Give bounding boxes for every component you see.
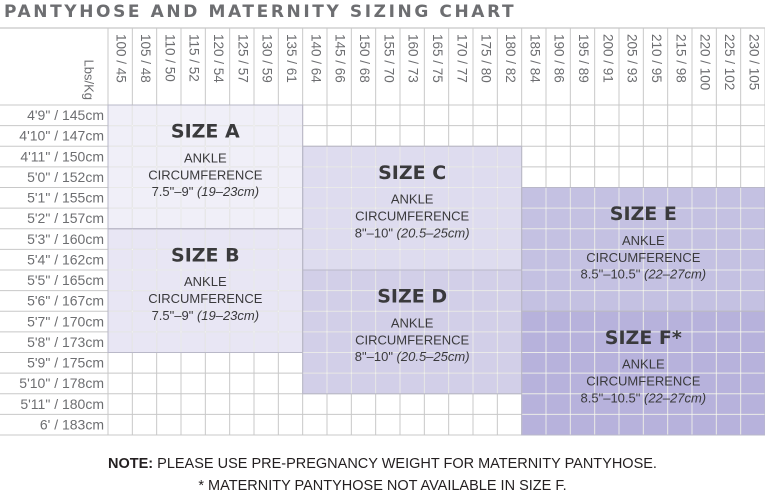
range-cm: (22–27cm) — [644, 391, 706, 406]
circumference-label: CIRCUMFERENCE — [148, 167, 262, 182]
height-tick-label: 5'0" / 152cm — [27, 169, 104, 185]
ankle-range-label: 7.5"–9" (19–23cm) — [152, 308, 260, 323]
height-tick-label: 5'2" / 157cm — [27, 210, 104, 226]
region-border — [521, 310, 765, 436]
weight-tick-label: 230 / 105 — [746, 34, 761, 90]
ankle-range-label: 8.5"–10.5" (22–27cm) — [581, 391, 707, 406]
weight-tick-label: 120 / 54 — [211, 34, 226, 83]
range-cm: (20.5–25cm) — [397, 226, 470, 241]
size-name-label: SIZE F* — [605, 327, 682, 349]
height-tick-label: 5'6" / 167cm — [27, 293, 104, 309]
ankle-label: ANKLE — [391, 315, 434, 330]
weight-tick-label: 200 / 91 — [600, 34, 615, 83]
height-tick-label: 5'1" / 155cm — [27, 190, 104, 206]
ankle-range-label: 8"–10" (20.5–25cm) — [355, 226, 470, 241]
range-cm: (20.5–25cm) — [397, 349, 470, 364]
weight-tick-label: 215 / 98 — [673, 34, 688, 83]
weight-tick-label: 130 / 59 — [260, 34, 275, 83]
circumference-label: CIRCUMFERENCE — [148, 291, 262, 306]
height-tick-label: 4'11" / 150cm — [20, 148, 104, 164]
weight-tick-label: 210 / 95 — [649, 34, 664, 83]
ankle-label: ANKLE — [184, 150, 227, 165]
range-inches: 7.5"–9" — [152, 184, 197, 199]
weight-tick-label: 225 / 102 — [722, 34, 737, 90]
size-name-label: SIZE D — [377, 286, 447, 308]
height-tick-label: 5'5" / 165cm — [27, 272, 104, 288]
circumference-label: CIRCUMFERENCE — [355, 209, 469, 224]
weight-tick-label: 155 / 70 — [381, 34, 396, 83]
ankle-label: ANKLE — [184, 274, 227, 289]
weight-tick-label: 170 / 77 — [454, 34, 469, 83]
weight-tick-label: 175 / 80 — [479, 34, 494, 83]
range-cm: (19–23cm) — [197, 308, 259, 323]
weight-tick-label: 160 / 73 — [406, 34, 421, 83]
corner-label: Lbs/Kg — [82, 60, 97, 100]
range-cm: (22–27cm) — [644, 267, 706, 282]
weight-tick-label: 140 / 64 — [308, 34, 323, 83]
height-tick-label: 4'10" / 147cm — [19, 128, 104, 144]
ankle-label: ANKLE — [622, 233, 665, 248]
weight-tick-label: 190 / 86 — [552, 34, 567, 83]
size-name-label: SIZE C — [378, 162, 446, 184]
height-tick-label: 4'9" / 145cm — [27, 107, 104, 123]
ankle-range-label: 7.5"–9" (19–23cm) — [152, 184, 260, 199]
weight-tick-label: 205 / 93 — [625, 34, 640, 83]
range-inches: 8.5"–10.5" — [581, 267, 644, 282]
weight-tick-label: 125 / 57 — [235, 34, 250, 83]
size-name-label: SIZE E — [610, 203, 677, 225]
weight-tick-label: 165 / 75 — [430, 34, 445, 83]
footnote: * MATERNITY PANTYHOSE NOT AVAILABLE IN S… — [198, 478, 567, 494]
weight-tick-label: 185 / 84 — [527, 34, 542, 83]
range-cm: (19–23cm) — [197, 184, 259, 199]
height-tick-label: 5'4" / 162cm — [27, 251, 104, 267]
weight-tick-label: 115 / 52 — [187, 34, 202, 82]
height-tick-label: 5'7" / 170cm — [27, 313, 104, 329]
circumference-label: CIRCUMFERENCE — [586, 374, 700, 389]
circumference-label: CIRCUMFERENCE — [586, 250, 700, 265]
ankle-range-label: 8.5"–10.5" (22–27cm) — [581, 267, 707, 282]
note-line: NOTE: PLEASE USE PRE-PREGNANCY WEIGHT FO… — [0, 456, 765, 472]
weight-tick-label: 150 / 68 — [357, 34, 372, 83]
range-inches: 7.5"–9" — [152, 308, 197, 323]
chart-title: PANTYHOSE AND MATERNITY SIZING CHART — [4, 2, 517, 22]
weight-tick-label: 180 / 82 — [503, 34, 518, 83]
note-label: NOTE: — [108, 456, 154, 472]
ankle-label: ANKLE — [391, 192, 434, 207]
height-tick-label: 6' / 183cm — [40, 416, 104, 432]
ankle-range-label: 8"–10" (20.5–25cm) — [355, 349, 470, 364]
size-name-label: SIZE A — [171, 121, 240, 143]
circumference-label: CIRCUMFERENCE — [355, 332, 469, 347]
height-tick-label: 5'8" / 173cm — [27, 334, 104, 350]
weight-tick-label: 145 / 66 — [333, 34, 348, 83]
range-inches: 8.5"–10.5" — [581, 391, 644, 406]
height-tick-label: 5'9" / 175cm — [27, 355, 104, 371]
height-tick-label: 5'11" / 180cm — [20, 396, 104, 412]
weight-tick-label: 220 / 100 — [698, 34, 713, 90]
height-tick-label: 5'3" / 160cm — [27, 231, 104, 247]
weight-tick-label: 105 / 48 — [138, 34, 153, 83]
note-text: PLEASE USE PRE-PREGNANCY WEIGHT FOR MATE… — [153, 456, 657, 472]
range-inches: 8"–10" — [355, 226, 397, 241]
weight-tick-label: 195 / 89 — [576, 34, 591, 83]
weight-tick-label: 100 / 45 — [114, 34, 129, 83]
size-name-label: SIZE B — [171, 244, 240, 266]
weight-tick-label: 135 / 61 — [284, 34, 299, 83]
ankle-label: ANKLE — [622, 357, 665, 372]
weight-tick-label: 110 / 50 — [162, 34, 177, 82]
range-inches: 8"–10" — [355, 349, 397, 364]
sizing-chart: Lbs/Kg 100 / 45 105 / 48 110 / 50 115 / 52 12… — [0, 27, 765, 436]
height-tick-label: 5'10" / 178cm — [19, 375, 104, 391]
